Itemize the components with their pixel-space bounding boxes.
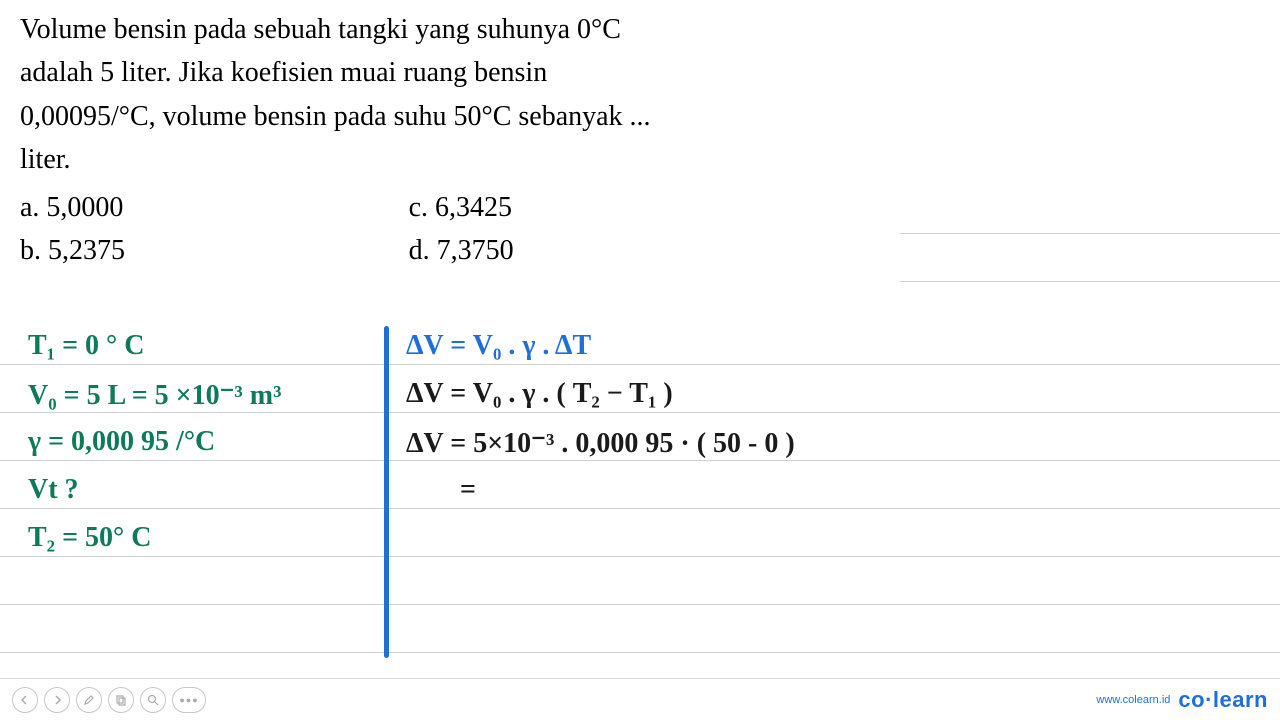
footer-logo: co·learn: [1178, 687, 1268, 713]
option-b: b. 5,2375: [20, 229, 409, 272]
pen-button[interactable]: [76, 687, 102, 713]
option-c: c. 6,3425: [409, 186, 700, 229]
copy-icon: [115, 694, 127, 706]
hw-eq2: ΔV = V₀ . γ . ( T₂ − T₁ ): [406, 378, 673, 410]
hw-gamma: γ = 0,000 95 /°C: [28, 426, 215, 458]
ruled-notebook-area: [0, 317, 1280, 653]
logo-part1: co: [1178, 687, 1205, 712]
zoom-button[interactable]: [140, 687, 166, 713]
chevron-left-icon: [20, 695, 30, 705]
rule-line: [0, 605, 1280, 653]
chevron-right-icon: [52, 695, 62, 705]
rule-line: [0, 557, 1280, 605]
question-line-1: Volume bensin pada sebuah tangki yang su…: [20, 8, 700, 51]
footer-url: www.colearn.id: [1096, 694, 1170, 706]
option-d: d. 7,3750: [409, 229, 700, 272]
hw-v0: V₀ = 5 L = 5 ×10⁻³ m³: [28, 378, 282, 412]
vertical-divider: [384, 326, 389, 658]
options-col-left: a. 5,0000 b. 5,2375: [20, 186, 409, 273]
options-col-right: c. 6,3425 d. 7,3750: [409, 186, 700, 273]
prev-button[interactable]: [12, 687, 38, 713]
rule-line: [0, 509, 1280, 557]
hw-t2: T₂ = 50° C: [28, 522, 151, 554]
hw-t1: T₁ = 0 ° C: [28, 330, 144, 362]
options-row: a. 5,0000 b. 5,2375 c. 6,3425 d. 7,3750: [20, 186, 700, 273]
question-line-4: liter.: [20, 138, 700, 181]
hw-vt: Vt ?: [28, 474, 79, 506]
question-block: Volume bensin pada sebuah tangki yang su…: [0, 0, 720, 272]
more-button[interactable]: ●●●: [172, 687, 206, 713]
question-line-2: adalah 5 liter. Jika koefisien muai ruan…: [20, 51, 700, 94]
logo-dot: ·: [1205, 687, 1213, 712]
hw-eq3: ΔV = 5×10⁻³ . 0,000 95 · ( 50 - 0 ): [406, 426, 795, 460]
pen-icon: [83, 694, 95, 706]
rule-short-1: [900, 233, 1280, 234]
option-a: a. 5,0000: [20, 186, 409, 229]
hw-eq1: ΔV = V₀ . γ . ΔT: [406, 330, 591, 362]
dots-icon: ●●●: [179, 695, 198, 705]
rule-short-2: [900, 281, 1280, 282]
search-icon: [147, 694, 159, 706]
rule-line: [0, 317, 1280, 365]
footer-bar: ●●● www.colearn.id co·learn: [0, 678, 1280, 720]
hw-eq4: =: [460, 474, 476, 506]
rule-line: [0, 461, 1280, 509]
question-line-3: 0,00095/°C, volume bensin pada suhu 50°C…: [20, 95, 700, 138]
copy-button[interactable]: [108, 687, 134, 713]
next-button[interactable]: [44, 687, 70, 713]
footer-right: www.colearn.id co·learn: [1096, 687, 1268, 713]
logo-part2: learn: [1213, 687, 1268, 712]
